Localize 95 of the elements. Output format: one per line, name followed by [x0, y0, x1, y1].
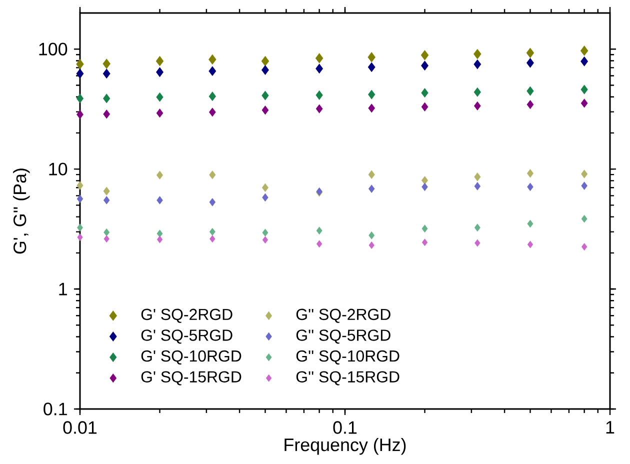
point — [474, 239, 480, 247]
x-tick-label: 0.01 — [63, 421, 97, 434]
point — [422, 238, 428, 246]
point — [156, 67, 164, 77]
point — [526, 100, 534, 109]
point — [368, 242, 374, 249]
point — [527, 220, 534, 228]
legend-label: G' SQ-10RGD — [141, 350, 242, 365]
point — [156, 108, 164, 118]
point — [527, 182, 534, 191]
point — [368, 90, 376, 100]
point — [103, 94, 110, 103]
point — [368, 62, 376, 72]
point — [474, 60, 482, 70]
point — [368, 232, 374, 240]
point — [474, 224, 480, 232]
point — [104, 235, 110, 242]
point — [261, 56, 270, 66]
y-tick-label: 100 — [39, 42, 68, 56]
point — [316, 240, 322, 248]
point — [104, 196, 110, 204]
point — [582, 243, 588, 250]
point — [527, 240, 533, 248]
point — [209, 170, 216, 179]
point — [421, 102, 428, 112]
x-tick-label: 0.1 — [333, 421, 357, 434]
point — [474, 49, 482, 59]
point — [316, 90, 323, 100]
point — [156, 196, 163, 204]
point — [526, 86, 534, 96]
point — [208, 92, 216, 101]
point — [262, 194, 268, 202]
point — [421, 60, 428, 70]
point — [422, 182, 428, 191]
point — [209, 198, 216, 206]
point — [262, 184, 268, 192]
point — [262, 106, 269, 114]
point — [262, 65, 269, 75]
point — [210, 235, 216, 242]
point — [209, 108, 216, 117]
point — [368, 170, 375, 179]
point — [103, 110, 110, 118]
point — [316, 53, 324, 64]
legend-label: G'' SQ-15RGD — [296, 371, 400, 386]
legend-label: G'' SQ-2RGD — [296, 308, 390, 323]
point — [316, 104, 323, 114]
point — [156, 56, 164, 66]
point — [262, 236, 268, 244]
y-tick-label: 1 — [59, 282, 67, 296]
point — [420, 50, 429, 60]
point — [316, 226, 322, 234]
point — [102, 68, 110, 78]
point — [580, 98, 588, 108]
point — [262, 228, 268, 236]
point — [421, 88, 428, 98]
point — [368, 104, 375, 112]
point — [474, 182, 480, 190]
point — [368, 52, 376, 62]
point — [474, 88, 481, 97]
point — [262, 91, 269, 100]
legend-label: G' SQ-5RGD — [141, 330, 232, 344]
point — [208, 54, 216, 64]
point — [208, 66, 216, 76]
y-axis-title: G', G'' (Pa) — [13, 168, 30, 254]
point — [580, 46, 588, 56]
point — [474, 172, 481, 182]
point — [156, 92, 164, 102]
legend-label: G'' SQ-10RGD — [296, 350, 400, 365]
point — [580, 85, 588, 94]
y-tick-label: 0.1 — [44, 402, 67, 416]
point — [526, 58, 534, 68]
point — [102, 58, 110, 69]
point — [103, 186, 110, 196]
legend-label: G' SQ-15RGD — [141, 371, 242, 386]
point — [156, 170, 163, 180]
point — [422, 176, 428, 185]
point — [156, 230, 163, 238]
point — [581, 170, 588, 178]
point — [580, 56, 588, 66]
point — [527, 169, 534, 178]
y-tick-label: 10 — [49, 162, 68, 176]
legend-label: G' SQ-2RGD — [141, 308, 232, 323]
x-tick-label: 1 — [606, 421, 614, 434]
x-axis-title: Frequency (Hz) — [284, 438, 406, 455]
point — [316, 64, 323, 74]
point — [526, 48, 534, 58]
point — [422, 224, 428, 232]
point — [581, 182, 588, 190]
point — [210, 228, 216, 236]
point — [368, 184, 375, 193]
point — [474, 102, 481, 110]
point — [157, 236, 163, 244]
point — [104, 228, 110, 236]
point — [581, 215, 588, 223]
legend-label: G'' SQ-5RGD — [296, 330, 390, 344]
